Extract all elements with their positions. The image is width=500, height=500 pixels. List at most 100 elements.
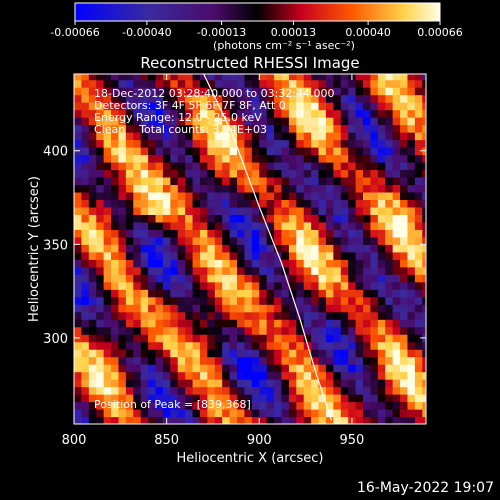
heatmap-cell [318, 79, 327, 88]
heatmap-cell [170, 364, 179, 373]
heatmap-cell [103, 236, 112, 245]
heatmap-cell [88, 229, 97, 238]
heatmap-cell [311, 266, 320, 275]
heatmap-cell [355, 229, 364, 238]
heatmap-cell [170, 199, 179, 208]
heatmap-cell [251, 244, 260, 253]
heatmap-cell [88, 206, 97, 215]
heatmap-cell [133, 184, 142, 193]
heatmap-cell [118, 409, 127, 418]
heatmap-cell [296, 326, 305, 335]
heatmap-cell [392, 191, 401, 200]
heatmap-cell [377, 394, 386, 403]
heatmap-cell [340, 221, 349, 230]
peak-position-label: Position of Peak = [839,368] [94, 398, 251, 411]
heatmap-cell [340, 146, 349, 156]
heatmap-cell [111, 94, 120, 103]
heatmap-cell [392, 117, 401, 126]
heatmap-cell [274, 87, 283, 96]
heatmap-cell [266, 184, 275, 193]
heatmap-cell [355, 304, 364, 313]
heatmap-cell [318, 161, 327, 171]
heatmap-cell [148, 169, 157, 178]
heatmap-cell [162, 214, 171, 223]
heatmap-cell [148, 221, 157, 230]
heatmap-cell [111, 416, 120, 424]
heatmap-cell [392, 296, 401, 305]
heatmap-cell [274, 206, 283, 215]
heatmap-cell [133, 206, 142, 215]
heatmap-cell [199, 274, 208, 283]
heatmap-cell [385, 289, 394, 298]
heatmap-cell [214, 364, 223, 373]
heatmap-cell [214, 289, 223, 298]
heatmap-cell [266, 379, 275, 388]
heatmap-cell [81, 401, 90, 410]
heatmap-cell [177, 154, 186, 163]
heatmap-cell [81, 191, 90, 200]
heatmap-cell [133, 401, 142, 410]
heatmap-cell [311, 109, 320, 118]
heatmap-cell [288, 229, 297, 238]
heatmap-cell [407, 117, 416, 126]
heatmap-cell [162, 154, 171, 163]
heatmap-cell [148, 311, 157, 320]
heatmap-cell [111, 229, 120, 238]
heatmap-cell [407, 199, 416, 208]
heatmap-cell [422, 251, 426, 260]
heatmap-cell [148, 117, 157, 126]
heatmap-cell [222, 356, 231, 365]
heatmap-cell [407, 364, 416, 373]
heatmap-cell [348, 191, 357, 200]
heatmap-cell [370, 191, 379, 200]
heatmap-cell [363, 379, 372, 388]
heatmap-cell [177, 379, 186, 388]
heatmap-cell [303, 266, 312, 275]
heatmap-cell [96, 79, 105, 88]
heatmap-cell [170, 87, 179, 96]
heatmap-cell [340, 102, 349, 111]
heatmap-cell [133, 386, 142, 395]
heatmap-cell [407, 356, 416, 365]
heatmap-cell [170, 259, 179, 268]
heatmap-cell [162, 199, 171, 208]
heatmap-cell [81, 117, 90, 126]
heatmap-cell [259, 184, 268, 193]
heatmap-cell [318, 176, 327, 186]
heatmap-cell [125, 199, 134, 208]
heatmap-cell [325, 259, 334, 268]
heatmap-cell [385, 334, 394, 343]
heatmap-cell [370, 274, 379, 283]
heatmap-cell [348, 79, 357, 88]
heatmap-cell [229, 266, 238, 275]
heatmap-cell [333, 109, 342, 118]
heatmap-cell [296, 304, 305, 313]
heatmap-cell [162, 394, 171, 403]
heatmap-cell [96, 214, 105, 223]
heatmap-cell [111, 154, 120, 163]
heatmap-cell [392, 364, 401, 373]
heatmap-cell [274, 319, 283, 328]
heatmap-cell [244, 394, 253, 403]
heatmap-cell [370, 109, 379, 118]
heatmap-cell [281, 191, 290, 200]
heatmap-cell [192, 334, 201, 343]
heatmap-cell [162, 206, 171, 215]
heatmap-cell [88, 281, 97, 290]
heatmap-cell [414, 206, 423, 215]
heatmap-cell [296, 154, 305, 163]
heatmap-cell [251, 214, 260, 223]
heatmap-cell [162, 229, 171, 238]
heatmap-cell [340, 191, 349, 200]
heatmap-cell [422, 154, 426, 163]
heatmap-cell [318, 259, 327, 268]
heatmap-cell [296, 251, 305, 260]
heatmap-cell [288, 371, 297, 380]
heatmap-cell [222, 364, 231, 373]
heatmap-cell [348, 394, 357, 403]
heatmap-cell [125, 386, 134, 395]
heatmap-cell [133, 304, 142, 313]
heatmap-cell [214, 371, 223, 380]
heatmap-cell [251, 386, 260, 395]
heatmap-cell [229, 117, 238, 126]
